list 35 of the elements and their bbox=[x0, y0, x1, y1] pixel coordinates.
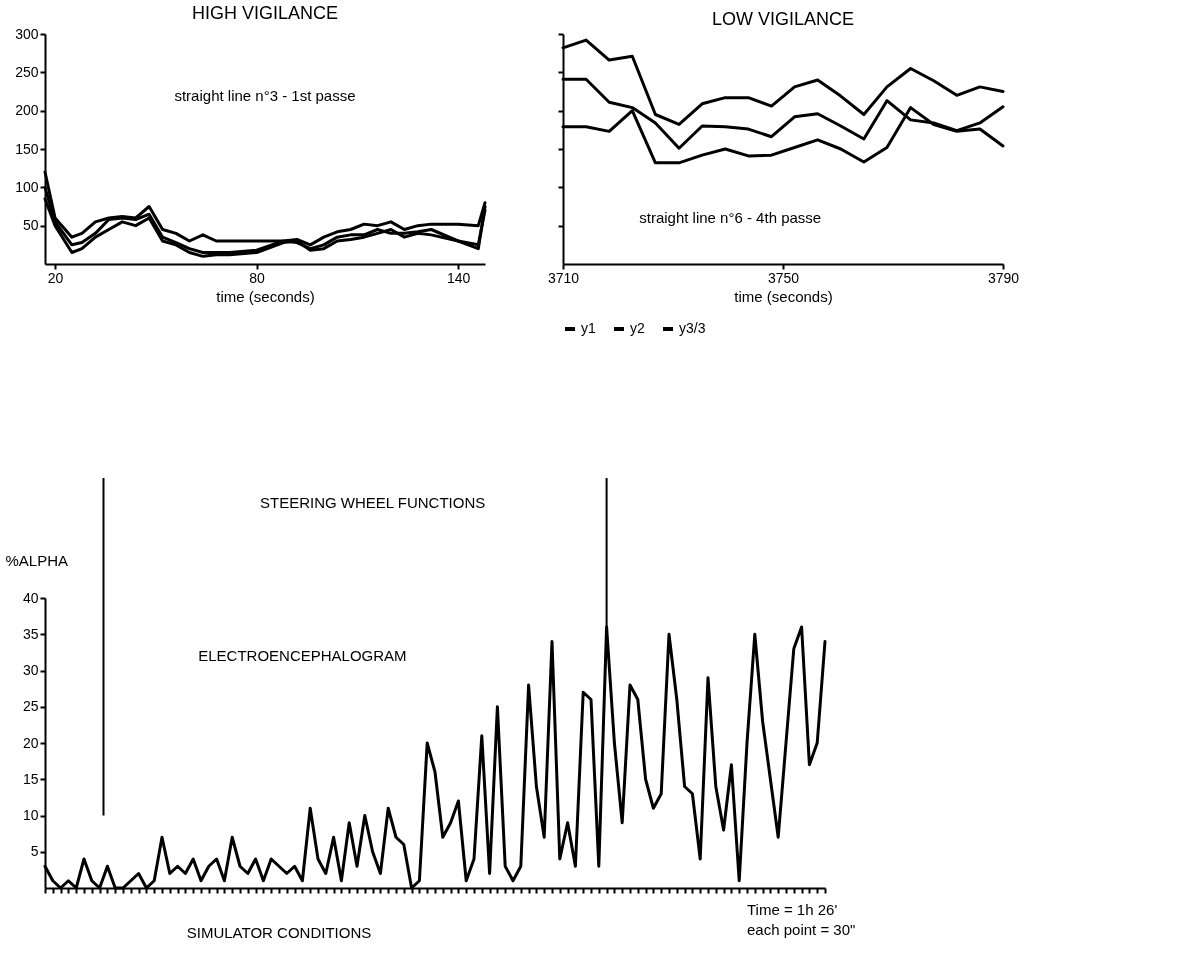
y-tick-label: 300 bbox=[15, 25, 39, 42]
y-tick-label: 35 bbox=[22, 625, 39, 642]
annotation: ELECTROENCEPHALOGRAM bbox=[198, 647, 407, 664]
text: each point = 30" bbox=[747, 921, 856, 938]
x-axis-title: time (seconds) bbox=[216, 287, 315, 305]
y-tick-label: 250 bbox=[15, 63, 39, 80]
chart-title: LOW VIGILANCE bbox=[711, 9, 855, 29]
y-tick-label: 40 bbox=[22, 589, 39, 606]
annotation: straight line n°6 - 4th passe bbox=[639, 209, 822, 226]
legend-label: y2 bbox=[630, 320, 645, 336]
text: SIMULATOR CONDITIONS bbox=[186, 924, 372, 941]
y-axis-title: %ALPHA bbox=[5, 551, 69, 569]
y-tick-label: 5 bbox=[30, 843, 39, 860]
legend-label: y3/3 bbox=[679, 320, 706, 336]
x-tick-label: 3790 bbox=[987, 269, 1020, 286]
y-tick-label: 30 bbox=[22, 662, 39, 678]
annotation: straight line n°3 - 1st passe bbox=[174, 87, 356, 105]
legend-label: y1 bbox=[581, 320, 596, 336]
y-tick-label: 150 bbox=[15, 140, 39, 157]
x-tick-label: 140 bbox=[446, 269, 471, 286]
x-tick-label: 80 bbox=[249, 269, 266, 286]
x-tick-label: 3750 bbox=[767, 269, 800, 286]
text: STEERING WHEEL FUNCTIONS bbox=[259, 494, 486, 511]
y-tick-label: 50 bbox=[22, 217, 39, 234]
x-axis-title: time (seconds) bbox=[734, 287, 833, 305]
y-tick-label: 25 bbox=[22, 698, 39, 715]
y-tick-label: 200 bbox=[15, 102, 39, 119]
x-tick-label: 20 bbox=[47, 269, 64, 286]
y-tick-label: 10 bbox=[22, 807, 39, 823]
x-tick-label: 3710 bbox=[547, 269, 580, 286]
chart-title: HIGH VIGILANCE bbox=[191, 3, 339, 23]
y-tick-label: 20 bbox=[22, 734, 39, 751]
y-tick-label: 100 bbox=[15, 178, 39, 195]
y-tick-label: 15 bbox=[22, 770, 39, 787]
text: Time = 1h 26' bbox=[747, 901, 838, 918]
